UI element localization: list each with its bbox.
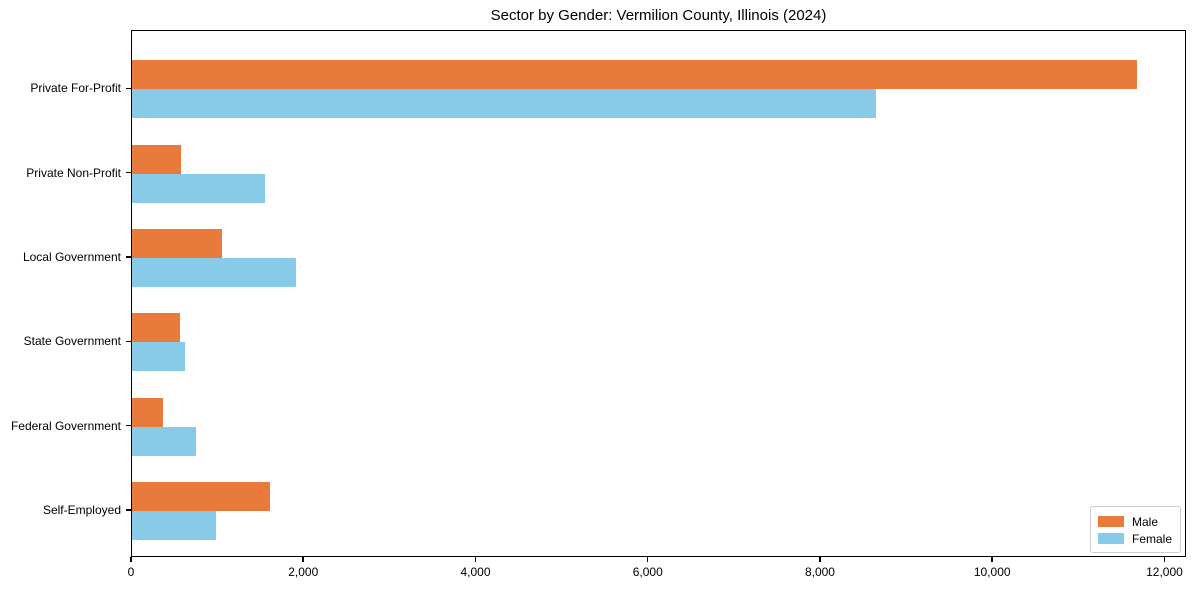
x-axis-label-4-000: 4,000: [460, 565, 491, 579]
x-axis-label-8-000: 8,000: [804, 565, 835, 579]
y-axis-label-private-for-profit: Private For-Profit: [30, 81, 121, 96]
y-axis-label-private-non-profit: Private Non-Profit: [26, 165, 121, 180]
bar-female-state-government: [132, 342, 185, 372]
x-axis-tick: [1163, 557, 1166, 562]
bar-female-local-government: [132, 257, 296, 287]
y-axis-tick: [126, 87, 131, 90]
bar-male-self-employed: [132, 481, 270, 511]
y-axis-tick: [126, 256, 131, 258]
x-axis-tick: [991, 557, 993, 562]
x-axis-label-0: 0: [127, 565, 135, 579]
legend-swatch-male-icon: [1098, 516, 1124, 527]
y-axis-tick: [126, 424, 131, 427]
y-axis-label-state-government: State Government: [23, 334, 121, 349]
legend: Male Female: [1090, 506, 1181, 553]
y-axis-label-federal-government: Federal Government: [10, 418, 121, 433]
bar-male-local-government: [132, 228, 223, 258]
legend-label-female: Female: [1132, 531, 1173, 546]
legend-row-female: Female: [1098, 530, 1173, 547]
bar-female-federal-government: [132, 426, 196, 456]
x-axis-label-6-000: 6,000: [632, 565, 663, 579]
x-axis-tick: [474, 557, 477, 562]
x-axis-tick: [302, 557, 304, 562]
bar-female-self-employed: [132, 510, 216, 540]
bar-female-private-non-profit: [132, 173, 265, 203]
x-axis-label-2-000: 2,000: [288, 565, 319, 579]
y-axis-tick: [126, 509, 131, 511]
x-axis-tick: [819, 557, 821, 562]
bar-male-federal-government: [132, 397, 163, 427]
chart-title: Sector by Gender: Vermilion County, Illi…: [490, 7, 827, 24]
bar-male-private-for-profit: [132, 60, 1138, 90]
legend-swatch-female-icon: [1098, 533, 1124, 544]
y-axis-tick: [126, 171, 131, 174]
x-axis-label-10-000: 10,000: [973, 565, 1011, 579]
legend-row-male: Male: [1098, 513, 1173, 530]
bar-female-private-for-profit: [132, 89, 877, 119]
x-axis-label-12-000: 12,000: [1146, 565, 1183, 579]
y-axis-label-self-employed: Self-Employed: [42, 502, 121, 517]
plot-area: [131, 30, 1186, 557]
x-axis-tick: [130, 557, 132, 562]
y-axis-label-local-government: Local Government: [22, 249, 121, 264]
legend-label-male: Male: [1132, 514, 1159, 529]
x-axis-tick: [646, 557, 649, 562]
bar-male-private-non-profit: [132, 144, 181, 174]
y-axis-tick: [126, 340, 131, 343]
bar-male-state-government: [132, 313, 181, 343]
